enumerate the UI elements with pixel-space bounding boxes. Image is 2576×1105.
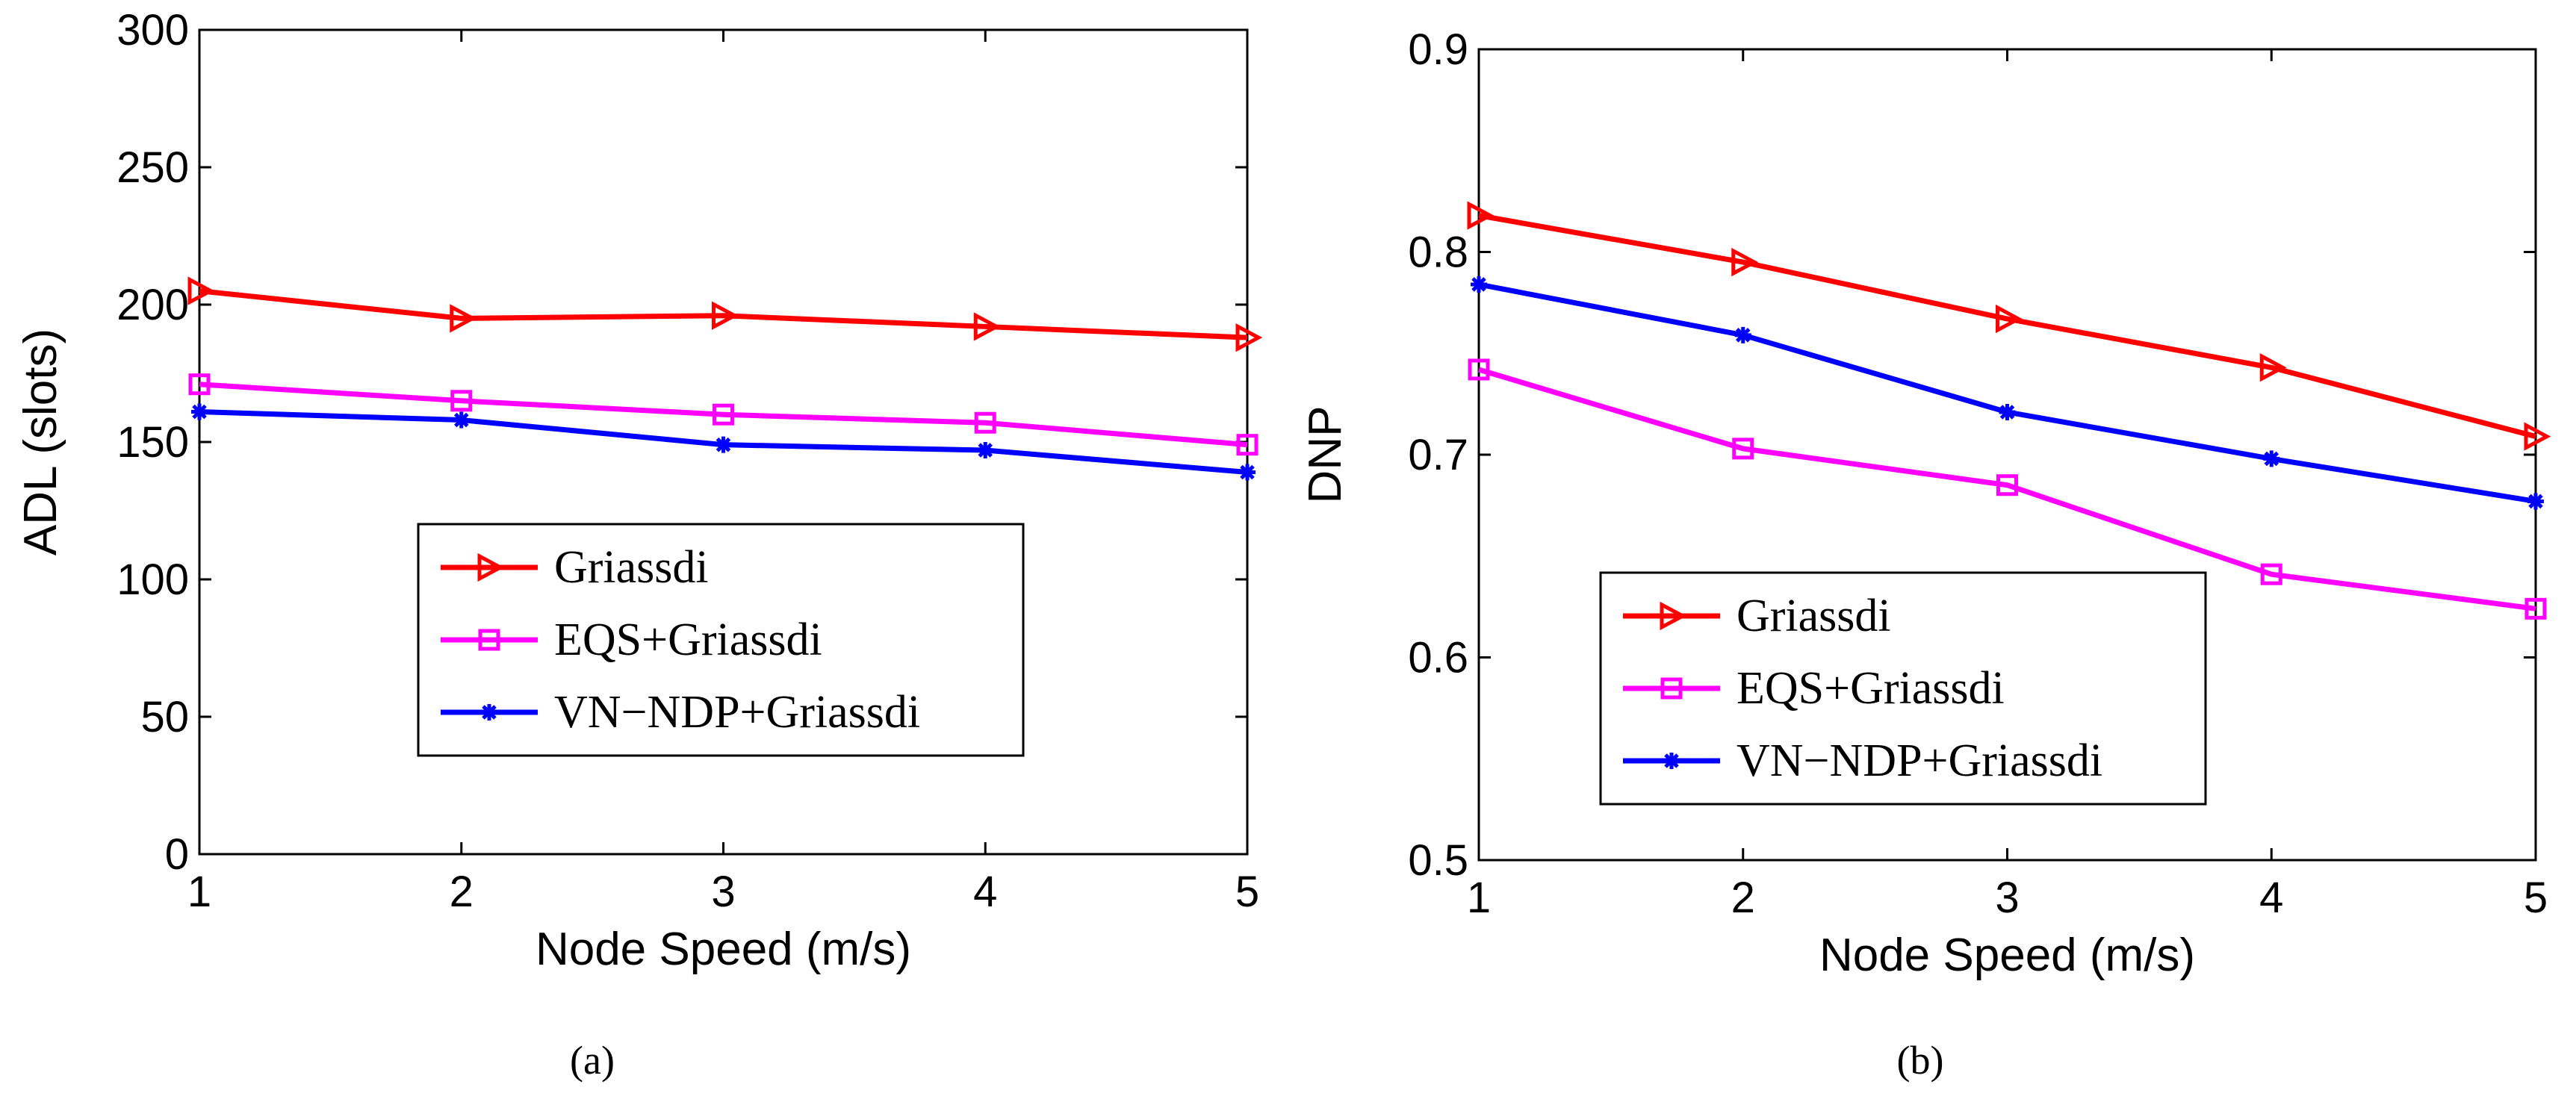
x-tick-label: 5 xyxy=(1235,868,1259,916)
x-tick-label: 5 xyxy=(2524,874,2548,922)
data-point xyxy=(188,373,211,396)
data-point xyxy=(977,442,994,459)
x-tick-label: 1 xyxy=(187,868,211,916)
y-axis-label: DNP xyxy=(1300,406,1351,504)
y-tick-label: 0.8 xyxy=(1408,228,1468,277)
y-tick-label: 0.5 xyxy=(1408,836,1468,885)
data-point xyxy=(1467,201,1495,230)
data-point xyxy=(1236,434,1258,456)
data-point xyxy=(1239,464,1256,481)
legend-marker xyxy=(1663,753,1680,769)
y-axis-label: ADL (slots) xyxy=(15,329,66,555)
y-tick-label: 150 xyxy=(117,418,189,467)
legend-marker xyxy=(478,629,500,651)
chart-a: 1 2 3 4 5050100150200250300GriassdiEQS+Grias… xyxy=(15,6,1263,1083)
data-point xyxy=(1235,323,1263,352)
y-tick-label: 0.7 xyxy=(1408,431,1468,479)
series-line xyxy=(199,382,1248,448)
data-point xyxy=(1999,403,2016,420)
legend-label: Griassdi xyxy=(1737,591,1891,641)
data-point xyxy=(1732,438,1754,460)
data-point xyxy=(2524,422,2551,451)
x-tick-label: 1 xyxy=(1467,874,1491,922)
x-tick-label: 3 xyxy=(1995,874,2019,922)
legend-marker xyxy=(481,704,497,720)
data-point xyxy=(1468,358,1490,381)
data-point xyxy=(712,301,739,330)
y-tick-label: 0.9 xyxy=(1408,25,1468,74)
legend: Griassdi EQS+Griassdi VN−NDP+Griassdi xyxy=(1599,571,2207,806)
data-point xyxy=(1996,304,2023,334)
legend-marker xyxy=(477,552,505,582)
legend-marker xyxy=(1660,677,1683,700)
data-point xyxy=(453,411,470,429)
data-point xyxy=(974,411,996,434)
data-point xyxy=(2263,450,2280,467)
y-tick-label: 200 xyxy=(117,281,189,329)
data-point xyxy=(2259,353,2287,382)
data-point xyxy=(2524,597,2547,620)
series-line xyxy=(199,288,1248,340)
series-line xyxy=(1477,367,2536,611)
legend-label: EQS+Griassdi xyxy=(1737,663,2005,714)
data-point xyxy=(1996,474,2018,497)
y-tick-label: 250 xyxy=(117,143,189,192)
legend-label: VN−NDP+Griassdi xyxy=(554,687,920,738)
legend-label: VN−NDP+Griassdi xyxy=(1737,735,2102,786)
x-tick-label: 4 xyxy=(973,868,997,916)
y-tick-label: 50 xyxy=(140,693,189,741)
x-axis-label: Node Speed (m/s) xyxy=(536,924,911,975)
data-point xyxy=(2527,493,2544,510)
x-tick-label: 4 xyxy=(2259,874,2283,922)
legend: Griassdi EQS+Griassdi VN−NDP+Griassdi xyxy=(417,523,1025,757)
data-point xyxy=(1471,276,1487,293)
data-point xyxy=(973,312,1001,341)
y-tick-label: 0.6 xyxy=(1408,634,1468,682)
data-point xyxy=(1731,247,1759,277)
legend-label: Griassdi xyxy=(554,542,709,593)
y-tick-label: 0 xyxy=(165,830,189,879)
data-point xyxy=(450,304,477,333)
chart-caption: (b) xyxy=(1897,1038,1944,1083)
data-point xyxy=(1734,326,1751,343)
data-point xyxy=(715,436,732,453)
x-tick-label: 3 xyxy=(711,868,735,916)
y-tick-label: 100 xyxy=(117,555,189,604)
x-axis-label: Node Speed (m/s) xyxy=(1819,930,2195,981)
chart-b: 1 2 3 4 5 0.5 0.6 0.7 0.8 0.9 Griassdi EQS+Griassdi… xyxy=(1300,25,2551,1083)
data-point xyxy=(713,403,734,426)
series-line xyxy=(1478,213,2536,439)
x-tick-label: 2 xyxy=(1731,874,1755,922)
y-tick-label: 300 xyxy=(117,6,189,55)
legend-label: EQS+Griassdi xyxy=(554,614,822,665)
data-point xyxy=(2260,563,2282,585)
data-point xyxy=(450,390,473,412)
chart-caption: (a) xyxy=(570,1038,615,1083)
data-point xyxy=(187,276,215,305)
x-tick-label: 2 xyxy=(450,868,474,916)
legend-marker xyxy=(1660,601,1687,631)
data-point xyxy=(191,403,208,420)
